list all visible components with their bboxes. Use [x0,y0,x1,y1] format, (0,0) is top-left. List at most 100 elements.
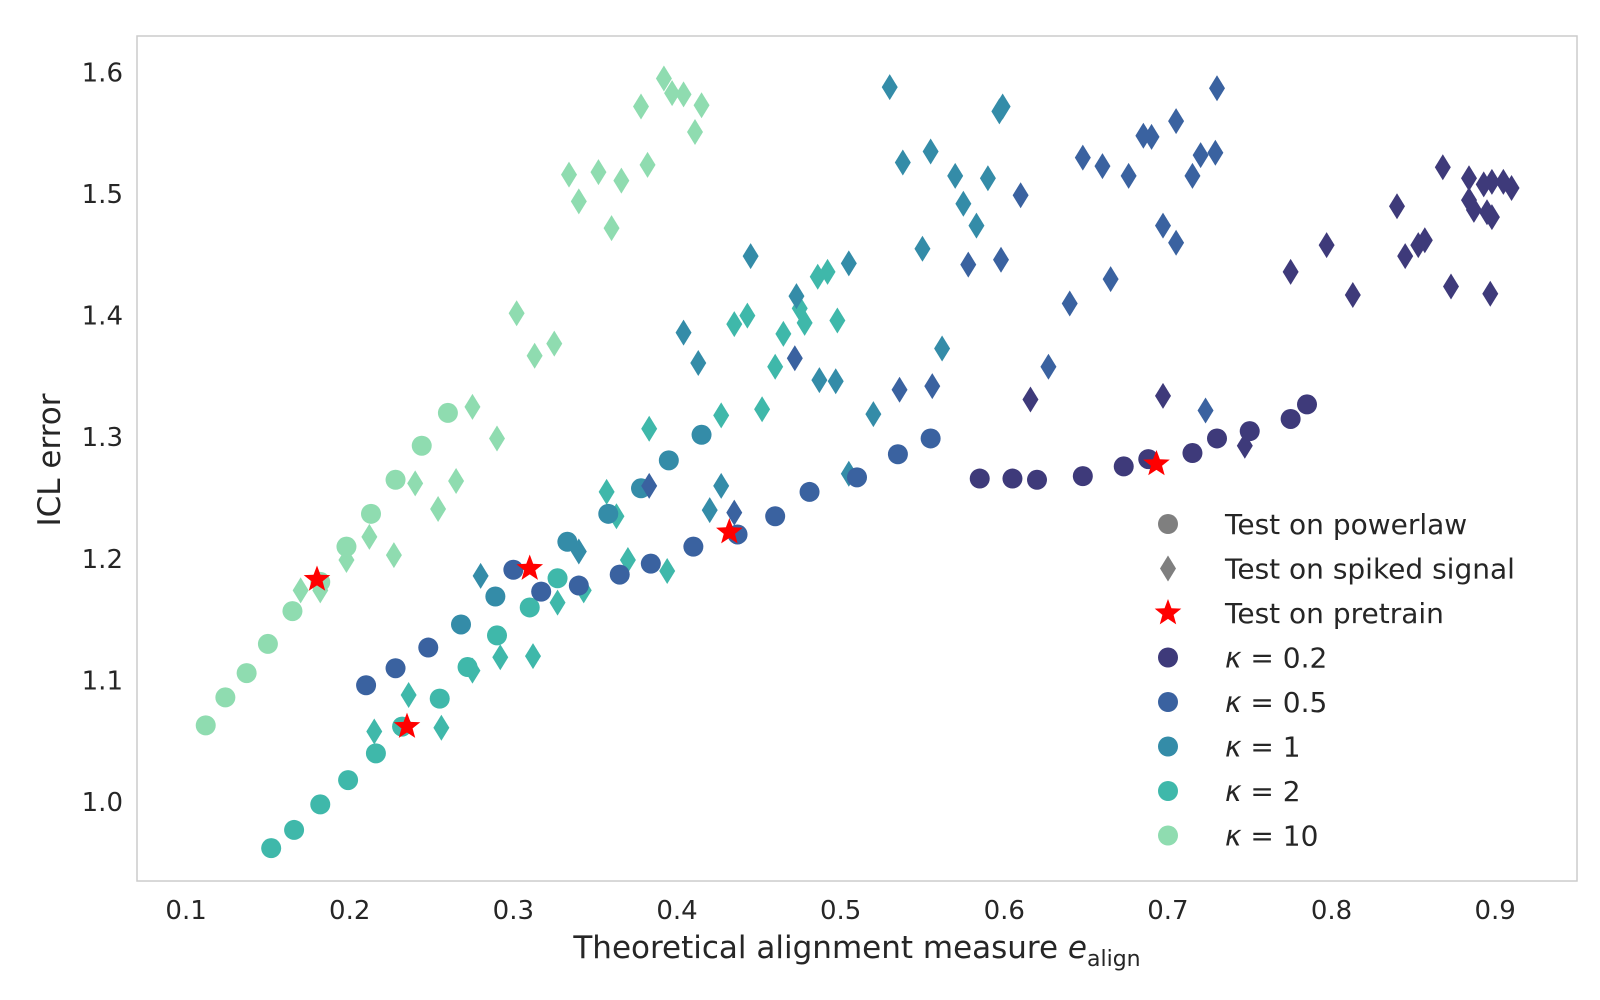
powerlaw-point [257,633,278,654]
spiked-signal-point [754,396,771,423]
powerlaw-point [598,503,619,524]
spiked-signal-point [865,401,882,428]
y-tick-label: 1.1 [82,666,123,696]
powerlaw-point [519,597,540,618]
legend-marker [1158,514,1178,534]
spiked-signal-point [1434,154,1451,181]
powerlaw-point [1002,468,1023,489]
x-axis-label-symbol: e [1068,930,1087,966]
spiked-signal-point [1022,386,1039,413]
legend-marker [1160,555,1176,582]
powerlaw-point [437,402,458,423]
spiked-signal-point [1012,182,1029,209]
spiked-signal-point [1389,193,1405,220]
pretrain-point [393,712,421,738]
legend-kappa-symbol: κ = [1225,820,1283,853]
spiked-signal-point [713,402,730,429]
spiked-signal-point [947,162,964,189]
powerlaw-point [195,715,216,736]
legend-label: κ = 1 [1225,731,1301,764]
powerlaw-point [1113,456,1134,477]
x-tick-label: 0.8 [1311,896,1352,926]
powerlaw-point [547,568,568,589]
legend-label: Test on spiked signal [1224,553,1515,586]
pretrain-point [303,565,331,591]
powerlaw-point [920,428,941,449]
powerlaw-point [261,838,282,859]
powerlaw-point [418,637,439,658]
pretrain-point [716,518,743,544]
spiked-signal-point [968,212,985,239]
spiked-signal-point [675,319,692,346]
spiked-signal-point [796,309,813,336]
spiked-signal-point [742,243,759,270]
legend-label: κ = 0.2 [1225,642,1327,675]
spiked-signal-point [1061,290,1078,317]
spiked-signal-point [361,523,378,550]
powerlaw-point [799,481,820,502]
powerlaw-point [338,770,359,791]
powerlaw-point [557,531,578,552]
spiked-signal-point [1503,174,1520,201]
x-tick-label: 0.9 [1475,896,1516,926]
spiked-signal-point [1168,108,1185,135]
legend-label: Test on powerlaw [1224,508,1467,541]
powerlaw-point [683,536,704,557]
spiked-signal-point [1197,397,1214,424]
plot-area-frame [136,35,1578,882]
powerlaw-point [1239,421,1260,442]
spiked-signal-point [840,250,857,277]
spiked-signal-point [561,161,577,188]
powerlaw-point [1072,466,1093,487]
legend-marker [1158,781,1178,801]
powerlaw-point [847,467,867,488]
x-tick-label: 0.6 [984,896,1025,926]
spiked-signal-point [739,302,756,329]
spiked-signal-point [570,188,587,215]
legend-kappa-symbol: κ = [1225,731,1283,764]
spiked-signal-point [914,235,931,262]
y-axis-label: ICL error [32,393,68,526]
powerlaw-point [568,575,589,596]
x-tick-label: 0.4 [656,896,697,926]
spiked-signal-point [1209,75,1225,102]
y-tick-label: 1.5 [82,180,123,210]
spiked-signal-point [366,718,383,745]
powerlaw-point [640,553,661,574]
spiked-signal-point [829,307,846,334]
spiked-signal-point [726,499,743,526]
spiked-signal-point [1483,204,1500,231]
spiked-signal-point [641,472,658,499]
spiked-signal-point [1344,281,1361,308]
spiked-signal-point [641,415,658,442]
spiked-signal-point [690,350,707,377]
y-axis-ticks: 1.0 1.1 1.2 1.3 1.4 1.5 1.6 [82,58,123,817]
powerlaw-point [385,658,406,679]
spiked-signal-point [1192,142,1209,169]
spiked-signal-point [508,300,525,327]
spiked-signal-point [767,353,784,380]
y-tick-label: 1.3 [82,423,123,453]
legend: Test on powerlaw Test on spiked signal Tes… [1154,508,1515,853]
spiked-signal-point [430,495,447,522]
spiked-signal-point [433,714,450,741]
powerlaw-point [310,794,331,815]
spiked-signal-point [675,81,692,108]
powerlaw-point [1027,469,1047,490]
x-tick-label: 0.3 [493,896,534,926]
spiked-signal-point [472,562,489,589]
legend-label: κ = 0.5 [1225,686,1327,719]
spiked-signal-point [701,497,718,524]
pretrain-point [516,554,544,580]
spiked-signal-point [1461,165,1477,192]
spiked-signal-point [489,425,505,452]
spiked-signal-point [385,542,402,569]
spiked-signal-point [994,93,1011,120]
powerlaw-point [282,601,303,622]
spiked-signal-point [775,320,792,347]
data-points [195,65,1520,859]
powerlaw-point [887,444,908,465]
spiked-signal-point [633,93,649,120]
spiked-signal-point [407,470,424,497]
powerlaw-point [457,657,478,678]
